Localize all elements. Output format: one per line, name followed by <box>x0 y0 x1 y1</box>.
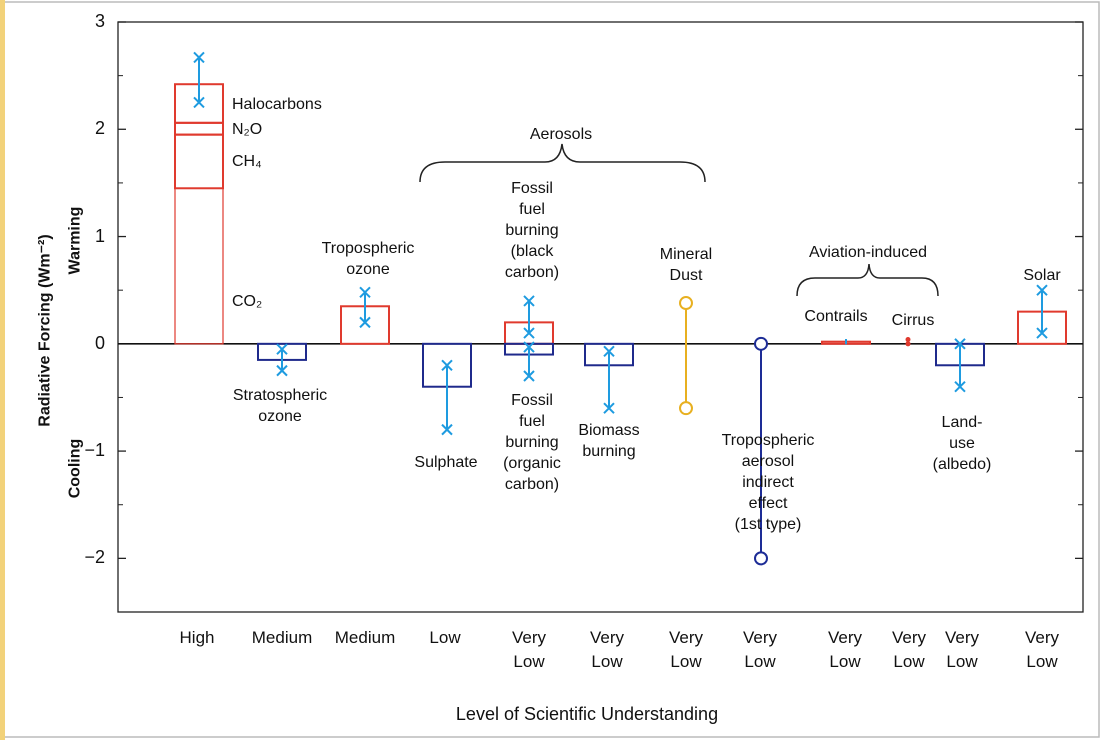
range-end <box>523 327 535 339</box>
range-end <box>359 316 371 329</box>
range-end <box>276 364 288 377</box>
cooling-label: Cooling <box>66 438 84 499</box>
losu-label: Very Low <box>944 628 980 671</box>
range-end <box>441 359 453 371</box>
range-end <box>441 423 453 436</box>
item-label: burning <box>505 222 559 239</box>
range-end <box>523 341 535 353</box>
range-end <box>523 370 535 382</box>
item-label: burning <box>505 434 559 451</box>
losu-label: Low <box>429 628 461 647</box>
item-label: Dust <box>669 267 703 284</box>
range-end <box>193 96 205 109</box>
range-end <box>679 296 693 311</box>
item-label: Land- <box>941 414 983 431</box>
range-end <box>954 338 966 350</box>
item-label: Fossil <box>511 180 553 197</box>
plot-frame <box>117 21 1084 613</box>
losu-label: Very Low <box>1024 628 1060 671</box>
item-label: Solar <box>1023 267 1061 284</box>
y-tick-label: 3 <box>94 11 105 31</box>
item-label: (albedo) <box>932 456 992 473</box>
item-label: fuel <box>519 413 545 430</box>
item-label: Cirrus <box>891 312 935 329</box>
item-label: Tropospheric <box>321 240 415 257</box>
range-end <box>754 336 768 351</box>
range-end <box>523 295 535 307</box>
losu-label: Very Low <box>511 628 547 671</box>
range-end <box>1036 284 1048 296</box>
range-end <box>359 286 371 299</box>
item-label: carbon) <box>504 264 560 281</box>
item-label: (organic <box>503 455 561 472</box>
item-label: Sulphate <box>414 454 478 471</box>
item-label: ozone <box>346 261 390 278</box>
item-label: Biomass <box>578 422 640 439</box>
y-tick-label: −1 <box>84 440 105 461</box>
y-tick-label: 1 <box>94 225 105 246</box>
segment-label: N₂O <box>232 120 263 138</box>
range-end <box>954 381 966 393</box>
range-end <box>905 337 911 343</box>
item-label: carbon) <box>504 476 560 493</box>
losu-label: Medium <box>334 628 396 647</box>
segment-label: CH₄ <box>232 153 262 171</box>
x-axis-label: Level of Scientific Understanding <box>455 704 719 724</box>
item-label: (1st type) <box>734 516 802 533</box>
range-end <box>1036 327 1048 339</box>
aviation-brace <box>796 263 939 297</box>
losu-label: Very Low <box>668 628 704 671</box>
stack-segment <box>174 133 224 190</box>
item-label: Contrails <box>804 308 868 325</box>
losu-label: High <box>179 628 215 647</box>
item-label: aerosol <box>741 453 795 470</box>
y-axis-label: Radiative Forcing (Wm⁻²) <box>36 234 54 427</box>
segment-label: Halocarbons <box>232 95 322 113</box>
segment-label: CO₂ <box>232 293 263 311</box>
losu-label: Very Low <box>891 628 927 671</box>
item-label: effect <box>748 495 788 512</box>
range-end <box>905 341 911 347</box>
y-tick-label: −2 <box>84 547 105 568</box>
item-label: Fossil <box>511 392 553 409</box>
losu-label: Very Low <box>827 628 863 671</box>
group-label: Aerosols <box>529 126 593 143</box>
y-tick-label: 2 <box>94 118 105 139</box>
item-label: use <box>949 435 975 452</box>
losu-label: Medium <box>251 628 313 647</box>
range-end <box>193 51 205 64</box>
item-label: Mineral <box>659 246 713 263</box>
edge-strip <box>0 0 5 740</box>
item-label: ozone <box>258 408 302 425</box>
item-label: indirect <box>742 474 794 491</box>
item-label: (black <box>510 243 554 260</box>
stack-segment <box>174 187 224 345</box>
item-label: fuel <box>519 201 545 218</box>
warming-label: Warming <box>66 206 84 275</box>
group-label: Aviation-induced <box>808 244 928 261</box>
range-end <box>679 401 693 416</box>
range-end <box>754 551 768 566</box>
losu-label: Very Low <box>742 628 778 671</box>
range-end <box>276 343 288 355</box>
aerosols-brace <box>419 143 706 183</box>
item-label: Stratospheric <box>232 387 328 404</box>
y-tick-label: 0 <box>94 332 105 353</box>
range-end <box>603 402 615 414</box>
item-label: burning <box>582 443 636 460</box>
losu-label: Very Low <box>589 628 625 671</box>
item-label: Tropospheric <box>721 432 815 449</box>
range-end <box>603 345 615 358</box>
stack-segment <box>174 121 224 136</box>
